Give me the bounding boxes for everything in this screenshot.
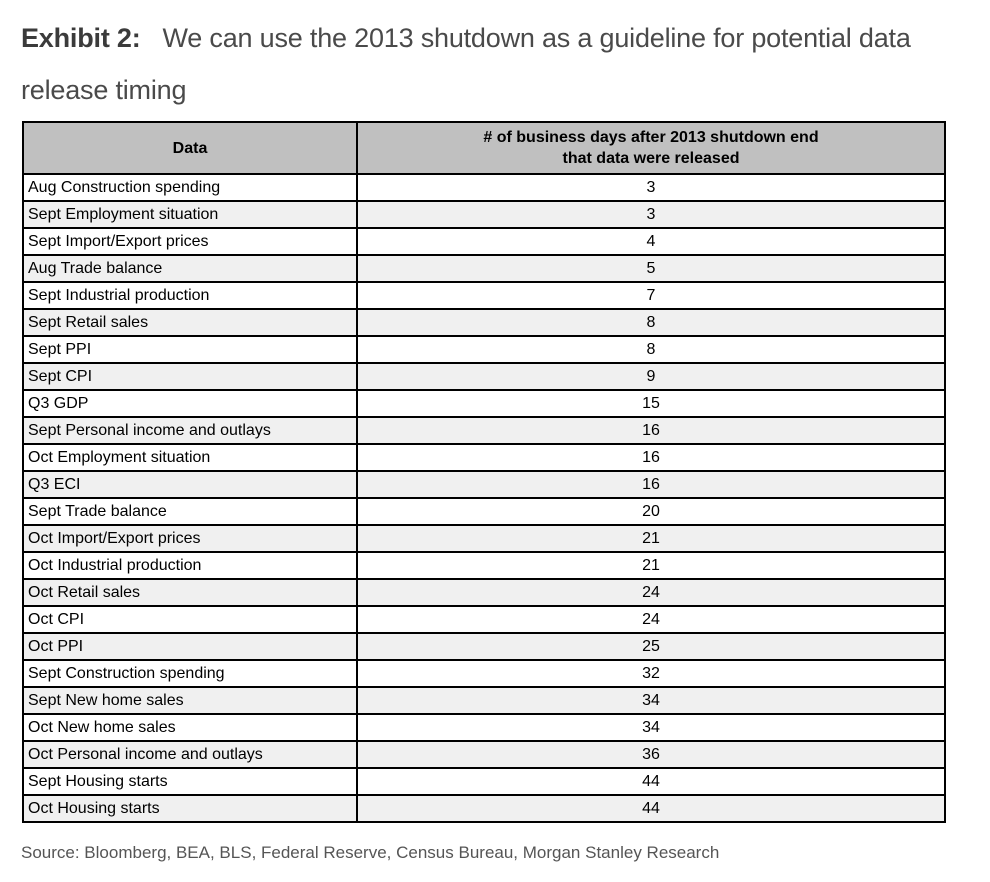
data-series-cell: Sept Personal income and outlays — [22, 416, 358, 445]
days-value-cell: 21 — [356, 524, 946, 553]
data-release-table: Data # of business days after 2013 shutd… — [22, 121, 946, 823]
table-row: Sept Trade balance 20 — [22, 497, 946, 526]
table-row: Sept Import/Export prices 4 — [22, 227, 946, 256]
data-series-cell: Sept Construction spending — [22, 659, 358, 688]
data-series-cell: Oct Personal income and outlays — [22, 740, 358, 769]
data-series-cell: Q3 GDP — [22, 389, 358, 418]
table-row: Oct Industrial production 21 — [22, 551, 946, 580]
table-row: Aug Trade balance 5 — [22, 254, 946, 283]
days-value-cell: 20 — [356, 497, 946, 526]
exhibit-number-label: Exhibit 2: — [21, 23, 141, 53]
days-value-cell: 16 — [356, 416, 946, 445]
days-value-cell: 44 — [356, 794, 946, 823]
days-value-cell: 16 — [356, 470, 946, 499]
table-header: Data # of business days after 2013 shutd… — [22, 121, 946, 175]
data-series-cell: Oct Retail sales — [22, 578, 358, 607]
data-series-cell: Oct Import/Export prices — [22, 524, 358, 553]
table-row: Q3 GDP 15 — [22, 389, 946, 418]
days-value-cell: 24 — [356, 605, 946, 634]
data-series-cell: Sept Employment situation — [22, 200, 358, 229]
data-series-cell: Sept PPI — [22, 335, 358, 364]
days-value-cell: 5 — [356, 254, 946, 283]
exhibit-title: Exhibit 2: We can use the 2013 shutdown a… — [21, 12, 961, 116]
column-header-days: # of business days after 2013 shutdown e… — [356, 121, 946, 175]
days-value-cell: 34 — [356, 713, 946, 742]
data-series-cell: Sept CPI — [22, 362, 358, 391]
days-value-cell: 8 — [356, 335, 946, 364]
exhibit-title-text: We can use the 2013 shutdown as a guidel… — [21, 23, 911, 105]
data-series-cell: Oct Housing starts — [22, 794, 358, 823]
data-series-cell: Sept Import/Export prices — [22, 227, 358, 256]
data-series-cell: Oct New home sales — [22, 713, 358, 742]
days-value-cell: 3 — [356, 173, 946, 202]
data-series-cell: Oct PPI — [22, 632, 358, 661]
data-series-cell: Oct CPI — [22, 605, 358, 634]
days-value-cell: 44 — [356, 767, 946, 796]
data-series-cell: Sept Housing starts — [22, 767, 358, 796]
data-series-cell: Sept New home sales — [22, 686, 358, 715]
days-value-cell: 34 — [356, 686, 946, 715]
days-value-cell: 32 — [356, 659, 946, 688]
days-value-cell: 36 — [356, 740, 946, 769]
table-row: Sept Housing starts 44 — [22, 767, 946, 796]
table-row: Oct PPI 25 — [22, 632, 946, 661]
data-series-cell: Sept Industrial production — [22, 281, 358, 310]
table-row: Oct Employment situation 16 — [22, 443, 946, 472]
table-body: Aug Construction spending 3 Sept Employmen… — [22, 173, 946, 823]
table-row: Sept Employment situation 3 — [22, 200, 946, 229]
days-value-cell: 25 — [356, 632, 946, 661]
data-series-cell: Sept Trade balance — [22, 497, 358, 526]
table-row: Q3 ECI 16 — [22, 470, 946, 499]
table-row: Sept Retail sales 8 — [22, 308, 946, 337]
data-series-cell: Oct Industrial production — [22, 551, 358, 580]
data-series-cell: Q3 ECI — [22, 470, 358, 499]
table-row: Oct Import/Export prices 21 — [22, 524, 946, 553]
days-value-cell: 7 — [356, 281, 946, 310]
days-value-cell: 4 — [356, 227, 946, 256]
days-value-cell: 15 — [356, 389, 946, 418]
table-row: Sept New home sales 34 — [22, 686, 946, 715]
table-row: Oct New home sales 34 — [22, 713, 946, 742]
days-value-cell: 24 — [356, 578, 946, 607]
table-row: Sept Construction spending 32 — [22, 659, 946, 688]
table-row: Aug Construction spending 3 — [22, 173, 946, 202]
data-series-cell: Aug Trade balance — [22, 254, 358, 283]
source-attribution: Source: Bloomberg, BEA, BLS, Federal Res… — [21, 843, 720, 862]
table-row: Sept Personal income and outlays 16 — [22, 416, 946, 445]
column-header-days-line1: # of business days after 2013 shutdown e… — [483, 129, 819, 146]
days-value-cell: 8 — [356, 308, 946, 337]
column-header-days-line2: that data were released — [562, 150, 740, 167]
column-header-data-label: Data — [172, 139, 208, 157]
data-series-cell: Aug Construction spending — [22, 173, 358, 202]
table-row: Oct Personal income and outlays 36 — [22, 740, 946, 769]
table-row: Oct CPI 24 — [22, 605, 946, 634]
days-value-cell: 16 — [356, 443, 946, 472]
table-row: Sept Industrial production 7 — [22, 281, 946, 310]
table-row: Oct Housing starts 44 — [22, 794, 946, 823]
table-row: Sept CPI 9 — [22, 362, 946, 391]
column-header-data: Data — [22, 121, 358, 175]
data-series-cell: Sept Retail sales — [22, 308, 358, 337]
days-value-cell: 21 — [356, 551, 946, 580]
table-row: Oct Retail sales 24 — [22, 578, 946, 607]
table-header-row: Data # of business days after 2013 shutd… — [22, 121, 946, 175]
days-value-cell: 9 — [356, 362, 946, 391]
data-series-cell: Oct Employment situation — [22, 443, 358, 472]
table-row: Sept PPI 8 — [22, 335, 946, 364]
days-value-cell: 3 — [356, 200, 946, 229]
